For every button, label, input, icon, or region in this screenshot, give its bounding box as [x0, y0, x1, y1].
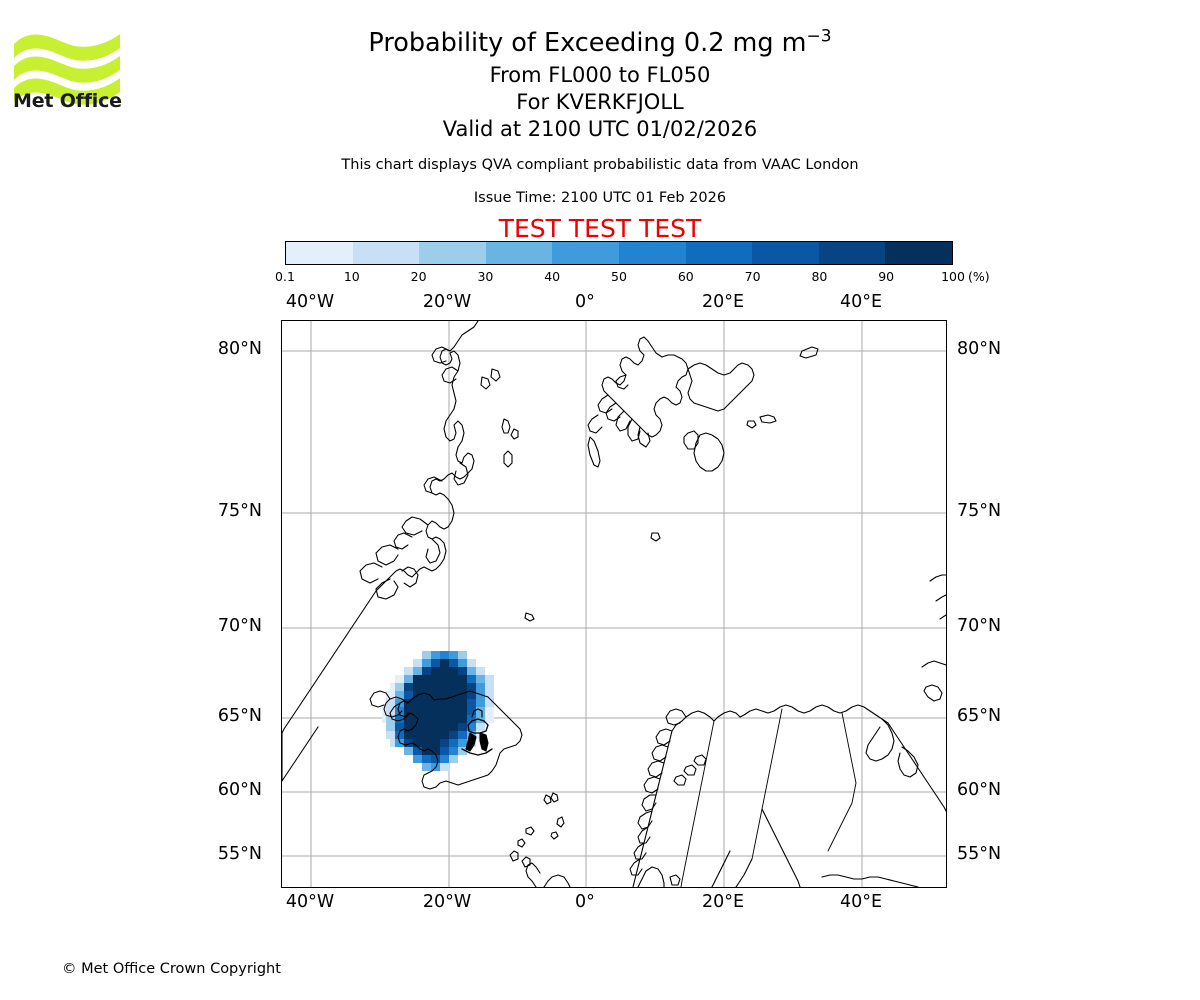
map-svg [282, 321, 946, 887]
lat-label-left-55n: 55°N [217, 844, 262, 864]
lon-label-bottom-40e: 40°E [839, 892, 883, 912]
lon-label-top-40w: 40°W [285, 292, 335, 312]
colorbar-segment-1 [352, 242, 420, 264]
colorbar-tick-20: 20 [410, 269, 427, 284]
lon-label-top-20e: 20°E [701, 292, 745, 312]
ash-plume-heatmap [382, 651, 494, 771]
colorbar-segment-2 [419, 242, 486, 264]
coastlines [282, 321, 946, 887]
lat-label-left-70n: 70°N [217, 616, 262, 636]
colorbar-tick-70: 70 [744, 269, 761, 284]
lat-label-left-75n: 75°N [217, 501, 262, 521]
colorbar-segments [285, 241, 953, 265]
lon-label-top-0: 0° [575, 292, 595, 312]
lon-label-top-20w: 20°W [422, 292, 472, 312]
page-title: Probability of Exceeding 0.2 mg m−3 [0, 26, 1200, 60]
colorbar-tick-10: 10 [343, 269, 360, 284]
colorbar-tick-100: 100 [941, 269, 965, 284]
colorbar-tick-40: 40 [544, 269, 561, 284]
colorbar-segment-9 [885, 242, 952, 264]
colorbar-tick-60: 60 [677, 269, 694, 284]
lon-label-top-40e: 40°E [839, 292, 883, 312]
colorbar-segment-7 [752, 242, 819, 264]
colorbar-tick-50: 50 [611, 269, 627, 284]
map-gridlines [282, 321, 946, 887]
lat-label-right-75n: 75°N [957, 501, 1002, 521]
copyright-notice: © Met Office Crown Copyright [62, 961, 281, 977]
probability-colorbar [285, 241, 953, 265]
lon-label-bottom-40w: 40°W [285, 892, 335, 912]
lat-label-left-80n: 80°N [217, 339, 262, 359]
qva-note: This chart displays QVA compliant probab… [341, 157, 859, 173]
lat-label-right-65n: 65°N [957, 706, 1002, 726]
colorbar-tick-80: 80 [811, 269, 828, 284]
lon-label-bottom-20e: 20°E [701, 892, 745, 912]
colorbar-segment-5 [618, 242, 686, 264]
colorbar-tick-90: 90 [878, 269, 895, 284]
lat-label-left-65n: 65°N [217, 706, 262, 726]
lat-label-left-60n: 60°N [217, 780, 262, 800]
test-banner: TEST TEST TEST [498, 214, 702, 243]
colorbar-units: (%) [968, 269, 990, 284]
volcano-name: For KVERKFJOLL [516, 90, 684, 114]
lon-label-bottom-20w: 20°W [422, 892, 472, 912]
page-title-text: Probability of Exceeding 0.2 mg m [368, 28, 807, 58]
map-plot-area[interactable] [281, 320, 947, 888]
page-title-exponent: −3 [806, 26, 832, 47]
lat-label-right-60n: 60°N [957, 780, 1002, 800]
met-office-logo [12, 22, 124, 114]
lon-label-bottom-0: 0° [575, 892, 595, 912]
colorbar-segment-8 [818, 242, 886, 264]
colorbar-segment-4 [552, 242, 619, 264]
flight-level-range: From FL000 to FL050 [489, 63, 711, 87]
colorbar-segment-0 [286, 242, 353, 264]
met-office-logo-text: Met Office [13, 90, 122, 112]
colorbar-tick-30: 30 [477, 269, 494, 284]
colorbar-segment-6 [685, 242, 753, 264]
colorbar-tick-0.1: 0.1 [275, 269, 295, 284]
lat-label-right-55n: 55°N [957, 844, 1002, 864]
lat-label-right-70n: 70°N [957, 616, 1002, 636]
issue-time: Issue Time: 2100 UTC 01 Feb 2026 [473, 190, 727, 206]
colorbar-segment-3 [485, 242, 553, 264]
lat-label-right-80n: 80°N [957, 339, 1002, 359]
valid-time: Valid at 2100 UTC 01/02/2026 [442, 117, 758, 141]
